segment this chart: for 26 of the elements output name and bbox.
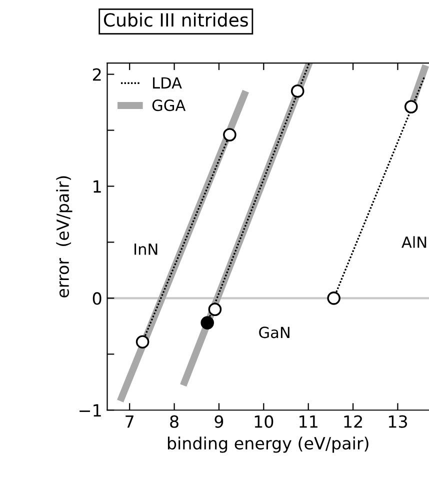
chart-title: Cubic III nitrides bbox=[104, 12, 248, 27]
point bbox=[208, 302, 222, 316]
annotation: AlN bbox=[402, 236, 426, 248]
y-tick-label: 0 bbox=[92, 292, 102, 305]
y-axis-title: error (eV/pair) bbox=[56, 176, 72, 298]
point bbox=[200, 316, 214, 330]
x-tick-label: 10 bbox=[254, 415, 274, 428]
x-tick-label: 13 bbox=[388, 415, 407, 428]
point bbox=[136, 335, 150, 348]
legend-label: LDA bbox=[153, 77, 182, 88]
annotation: GaN bbox=[259, 326, 290, 338]
y-tick-label: 2 bbox=[93, 68, 101, 81]
annotation: InN bbox=[134, 244, 158, 255]
point bbox=[327, 292, 340, 305]
point bbox=[223, 128, 236, 142]
x-axis-title: binding energy (eV/pair) bbox=[168, 436, 368, 453]
x-tick-label: 11 bbox=[300, 416, 318, 428]
point bbox=[404, 100, 418, 114]
x-tick-label: 12 bbox=[344, 415, 362, 428]
point bbox=[290, 84, 304, 98]
y-tick-label: −1 bbox=[80, 404, 101, 416]
x-tick-label: 9 bbox=[214, 415, 224, 428]
x-tick-label: 8 bbox=[170, 415, 178, 428]
y-tick-label: 1 bbox=[94, 180, 101, 193]
legend-label: GGA bbox=[152, 100, 186, 112]
x-tick-label: 7 bbox=[126, 416, 134, 428]
